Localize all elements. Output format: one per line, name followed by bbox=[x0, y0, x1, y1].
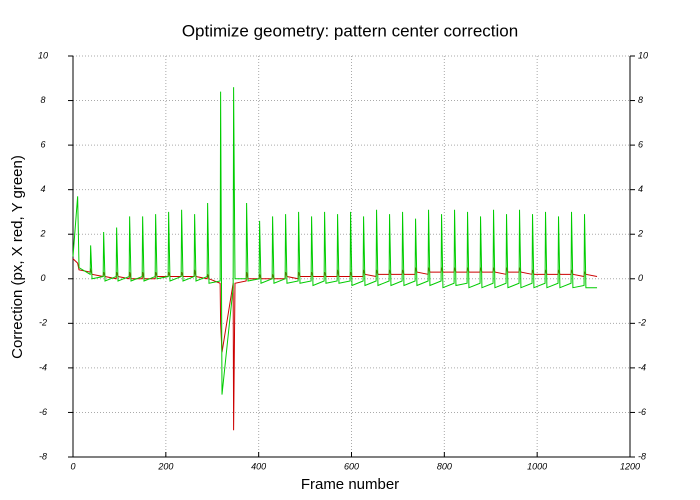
x-tick-label: 1000 bbox=[527, 461, 547, 471]
y2-tick-label: -4 bbox=[638, 362, 646, 372]
y2-tick-label: 6 bbox=[638, 139, 643, 149]
y-tick-label: -6 bbox=[39, 407, 47, 417]
y2-tick-label: 2 bbox=[637, 229, 643, 239]
series-line bbox=[72, 87, 598, 395]
y-tick-label: 6 bbox=[40, 139, 45, 149]
y2-tick-label: 4 bbox=[638, 184, 643, 194]
y-tick-label: -2 bbox=[39, 318, 47, 328]
x-tick-label: 1200 bbox=[620, 461, 640, 471]
chart-title: Optimize geometry: pattern center correc… bbox=[182, 21, 518, 40]
y2-tick-label: -8 bbox=[638, 451, 646, 461]
y2-tick-label: 0 bbox=[638, 273, 643, 283]
series-line bbox=[72, 258, 598, 431]
x-axis-label: Frame number bbox=[301, 476, 399, 493]
x-tick-label: 200 bbox=[157, 461, 173, 471]
x-tick-label: 600 bbox=[344, 461, 359, 471]
y2-tick-label: 10 bbox=[638, 50, 648, 60]
y2-tick-label: -6 bbox=[638, 407, 646, 417]
y-tick-label: 2 bbox=[39, 229, 45, 239]
y-axis-label: Correction (px, X red, Y green) bbox=[9, 155, 26, 359]
y-tick-label: 8 bbox=[40, 95, 45, 105]
x-tick-label: 800 bbox=[437, 461, 452, 471]
y-tick-label: -8 bbox=[39, 451, 47, 461]
y2-tick-label: 8 bbox=[638, 95, 643, 105]
y-tick-label: 10 bbox=[38, 50, 48, 60]
x-tick-label: 0 bbox=[70, 461, 75, 471]
y-tick-label: 4 bbox=[40, 184, 45, 194]
y2-tick-label: -2 bbox=[638, 318, 646, 328]
y-tick-label: 0 bbox=[40, 273, 45, 283]
y-tick-label: -4 bbox=[39, 362, 47, 372]
x-tick-label: 400 bbox=[251, 461, 266, 471]
